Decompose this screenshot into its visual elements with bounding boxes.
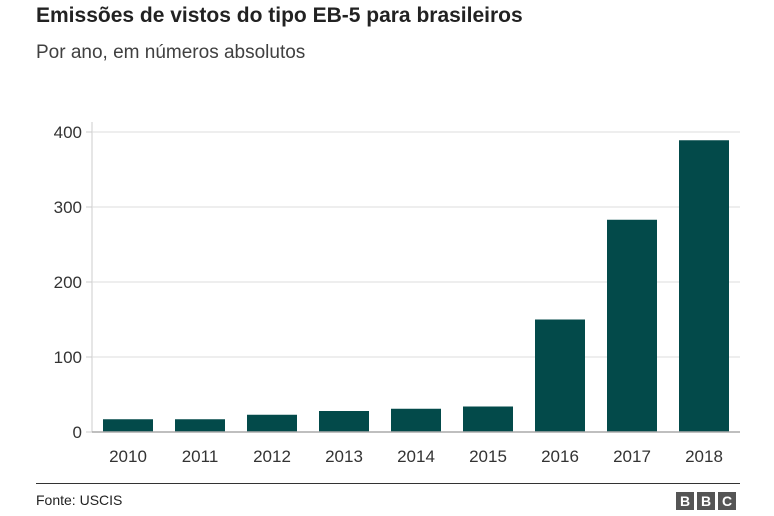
- x-tick-label: 2011: [182, 447, 219, 466]
- x-tick-label: 2014: [397, 447, 435, 466]
- bar-2010: [103, 419, 153, 432]
- bar-2011: [175, 419, 225, 432]
- footer-divider: [36, 483, 740, 484]
- bar-2015: [463, 406, 513, 432]
- y-tick-label: 100: [54, 348, 82, 367]
- bar-2017: [607, 219, 657, 432]
- y-tick-label: 300: [54, 198, 82, 217]
- x-tick-label: 2013: [325, 447, 363, 466]
- chart-title: Emissões de vistos do tipo EB-5 para bra…: [36, 4, 523, 27]
- bar-2018: [679, 140, 729, 432]
- x-tick-label: 2010: [109, 447, 147, 466]
- source-note: Fonte: USCIS: [36, 492, 123, 508]
- y-tick-label: 200: [54, 273, 82, 292]
- bar-2013: [319, 411, 369, 432]
- y-tick-label: 400: [54, 123, 82, 142]
- bar-2014: [391, 408, 441, 432]
- chart-subtitle: Por ano, em números absolutos: [36, 42, 306, 63]
- x-tick-label: 2012: [253, 447, 291, 466]
- y-tick-label: 0: [73, 423, 82, 442]
- x-tick-label: 2017: [613, 447, 651, 466]
- x-tick-label: 2015: [469, 447, 507, 466]
- bar-2012: [247, 414, 297, 432]
- bar-2016: [535, 319, 585, 432]
- x-tick-label: 2016: [541, 447, 579, 466]
- x-tick-label: 2018: [685, 447, 723, 466]
